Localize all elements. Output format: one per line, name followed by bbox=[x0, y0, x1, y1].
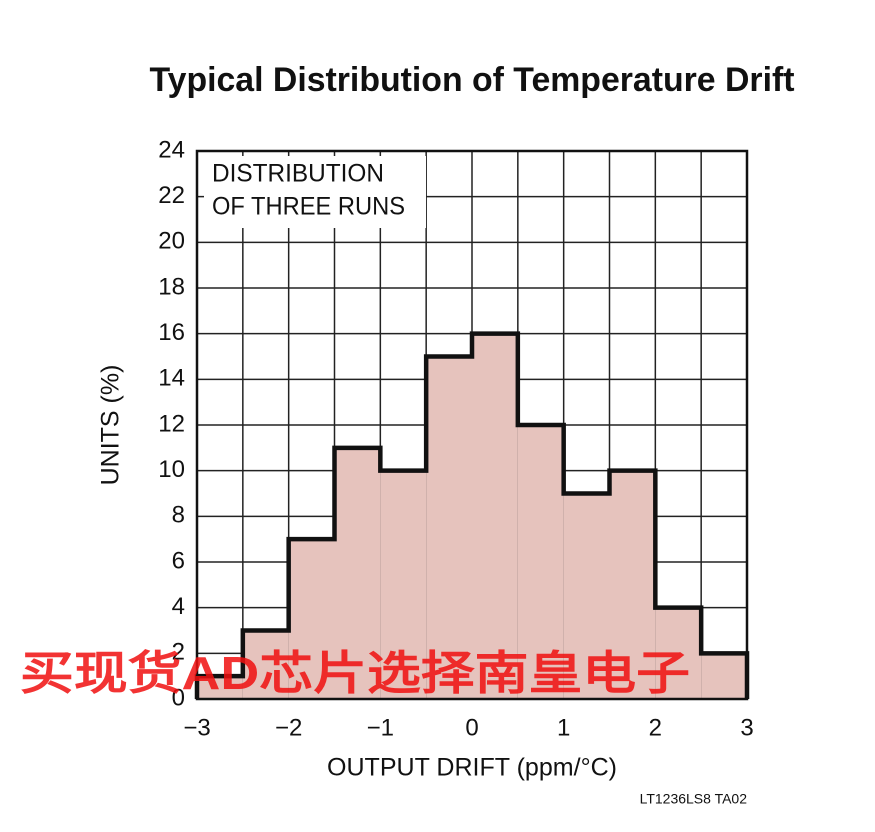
y-tick-label: 4 bbox=[172, 593, 185, 620]
watermark: 买现货AD芯片选择南皇电子 bbox=[20, 647, 690, 699]
bar bbox=[517, 425, 564, 699]
y-tick-label: 6 bbox=[172, 547, 185, 574]
bar bbox=[609, 470, 656, 699]
x-tick-label: −2 bbox=[275, 714, 302, 741]
bar bbox=[472, 333, 518, 699]
bar bbox=[197, 676, 243, 699]
bars bbox=[194, 149, 750, 701]
x-tick-label: −3 bbox=[183, 714, 210, 741]
bar bbox=[655, 607, 702, 699]
y-tick-label: 2 bbox=[172, 639, 185, 666]
y-tick-label: 0 bbox=[172, 684, 185, 711]
annotation: DISTRIBUTION bbox=[212, 160, 384, 188]
bar bbox=[701, 653, 747, 699]
x-axis-label: OUTPUT DRIFT (ppm/°C) bbox=[327, 754, 617, 782]
footnote: LT1236LS8 TA02 bbox=[640, 791, 748, 807]
bar bbox=[288, 539, 335, 699]
y-tick-label: 8 bbox=[172, 502, 185, 529]
annotation-box bbox=[204, 156, 426, 228]
y-tick-label: 24 bbox=[158, 136, 185, 163]
bar bbox=[563, 493, 610, 699]
bar bbox=[242, 630, 289, 699]
x-tick-label: 0 bbox=[465, 714, 478, 741]
x-tick-label: 1 bbox=[557, 714, 570, 741]
y-tick-label: 20 bbox=[158, 228, 185, 255]
x-tick-label: −1 bbox=[367, 714, 394, 741]
bar bbox=[334, 447, 381, 699]
y-tick-label: 10 bbox=[158, 456, 185, 483]
x-tick-label: 2 bbox=[649, 714, 662, 741]
y-tick-label: 12 bbox=[158, 410, 185, 437]
chart-title: Typical Distribution of Temperature Drif… bbox=[150, 61, 795, 99]
bar bbox=[426, 356, 472, 699]
y-axis-label: UNITS (%) bbox=[97, 365, 125, 486]
y-tick-label: 16 bbox=[158, 319, 185, 346]
y-tick-label: 18 bbox=[158, 273, 185, 300]
y-tick-label: 22 bbox=[158, 182, 185, 209]
y-tick-label: 14 bbox=[158, 365, 185, 392]
annotation: OF THREE RUNS bbox=[212, 193, 405, 221]
bar bbox=[380, 470, 427, 699]
x-tick-label: 3 bbox=[740, 714, 753, 741]
plot-frame bbox=[195, 149, 749, 701]
histogram-outline bbox=[194, 331, 750, 699]
